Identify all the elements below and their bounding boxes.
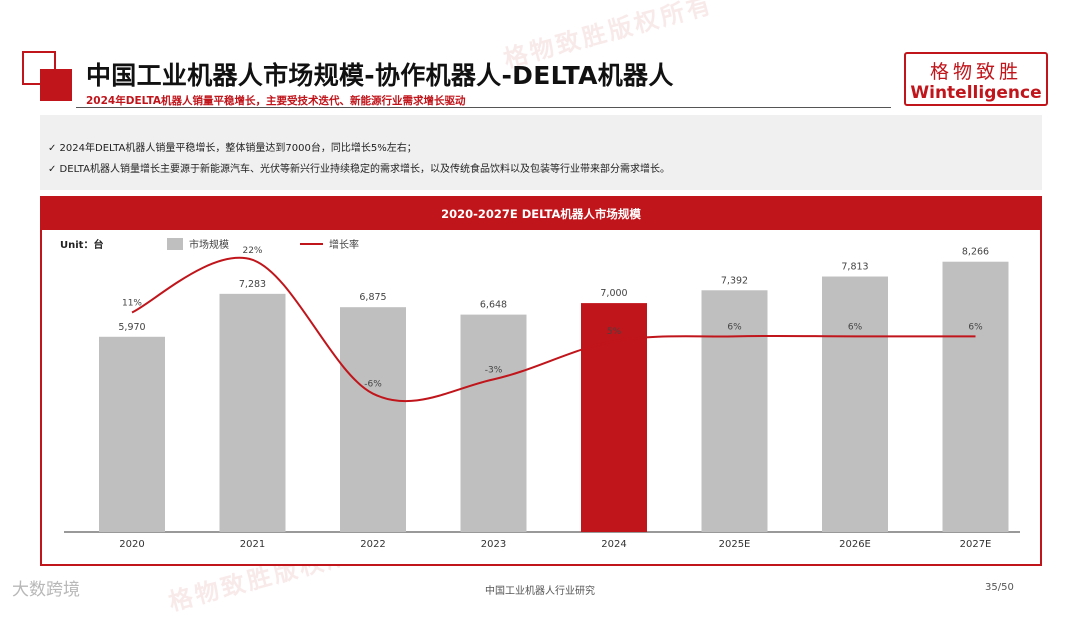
growth-rate-label: 6% [848, 322, 863, 332]
x-tick-label: 2021 [240, 539, 265, 550]
growth-rate-label: 22% [242, 246, 262, 256]
growth-rate-label: 6% [727, 322, 742, 332]
growth-rate-label: -6% [364, 380, 382, 390]
bar-value-label: 7,000 [600, 288, 627, 299]
bar-value-label: 6,875 [359, 292, 386, 303]
x-tick-label: 2025E [719, 539, 751, 550]
bar-value-label: 7,392 [721, 275, 748, 286]
title-divider [76, 107, 891, 108]
bar [701, 290, 768, 532]
page-subtitle: 2024年DELTA机器人销量平稳增长，主要受技术迭代、新能源行业需求增长驱动 [86, 95, 466, 107]
x-tick-label: 2023 [481, 539, 506, 550]
growth-rate-label: 11% [122, 298, 142, 308]
bar-value-label: 5,970 [118, 322, 145, 333]
bar [460, 314, 527, 532]
x-tick-label: 2027E [960, 539, 992, 550]
brand-logo-en: Wintelligence [910, 83, 1042, 103]
brand-logo: 格物致胜 Wintelligence [904, 52, 1048, 106]
bar [340, 307, 406, 532]
growth-rate-label: -3% [485, 365, 503, 375]
x-tick-label: 2020 [119, 539, 144, 550]
bar-value-label: 6,648 [480, 300, 507, 311]
summary-box: ✓ 2024年DELTA机器人销量平稳增长，整体销量达到7000台，同比增长5%… [40, 115, 1042, 190]
bar-value-label: 7,283 [239, 279, 266, 290]
bar [99, 336, 165, 532]
footer-report-name: 中国工业机器人行业研究 [485, 586, 595, 597]
market-size-chart: Unit：台 市场规模 增长率 5,970 2020 7,283 2021 6,875 2022… [60, 238, 1020, 550]
bar-value-label: 7,813 [841, 262, 868, 273]
chart-unit-label: Unit：台 [60, 238, 103, 251]
chart-header: 2020-2027E DELTA机器人市场规模 [42, 198, 1040, 230]
legend-line-label: 增长率 [329, 238, 359, 251]
bar [219, 293, 286, 532]
legend-bar-swatch [167, 238, 183, 250]
footer-brand-mark: 大数跨境 [12, 580, 80, 600]
x-tick-label: 2022 [360, 539, 385, 550]
growth-rate-line [131, 256, 976, 403]
growth-rate-label: 5% [607, 327, 622, 337]
summary-bullet: ✓ 2024年DELTA机器人销量平稳增长，整体销量达到7000台，同比增长5%… [48, 143, 417, 154]
page-title: 中国工业机器人市场规模-协作机器人-DELTA机器人 [86, 61, 674, 90]
bar [822, 276, 888, 532]
chart-frame: 2020-2027E DELTA机器人市场规模 Unit：台 市场规模 增长率 5,9… [40, 196, 1042, 566]
chart-title: 2020-2027E DELTA机器人市场规模 [441, 207, 641, 221]
summary-bullet: ✓ DELTA机器人销量增长主要源于新能源汽车、光伏等新兴行业持续稳定的需求增长… [48, 164, 670, 175]
bar [942, 261, 1009, 532]
bar-value-label: 8,266 [962, 247, 989, 258]
x-tick-label: 2026E [839, 539, 871, 550]
x-tick-label: 2024 [601, 539, 626, 550]
legend-bar-label: 市场规模 [189, 238, 229, 251]
brand-logo-cn: 格物致胜 [929, 61, 1022, 83]
title-corner-outline [22, 51, 56, 85]
page-number: 35/50 [985, 582, 1014, 593]
growth-rate-label: 6% [968, 322, 983, 332]
title-corner-square [40, 69, 72, 101]
